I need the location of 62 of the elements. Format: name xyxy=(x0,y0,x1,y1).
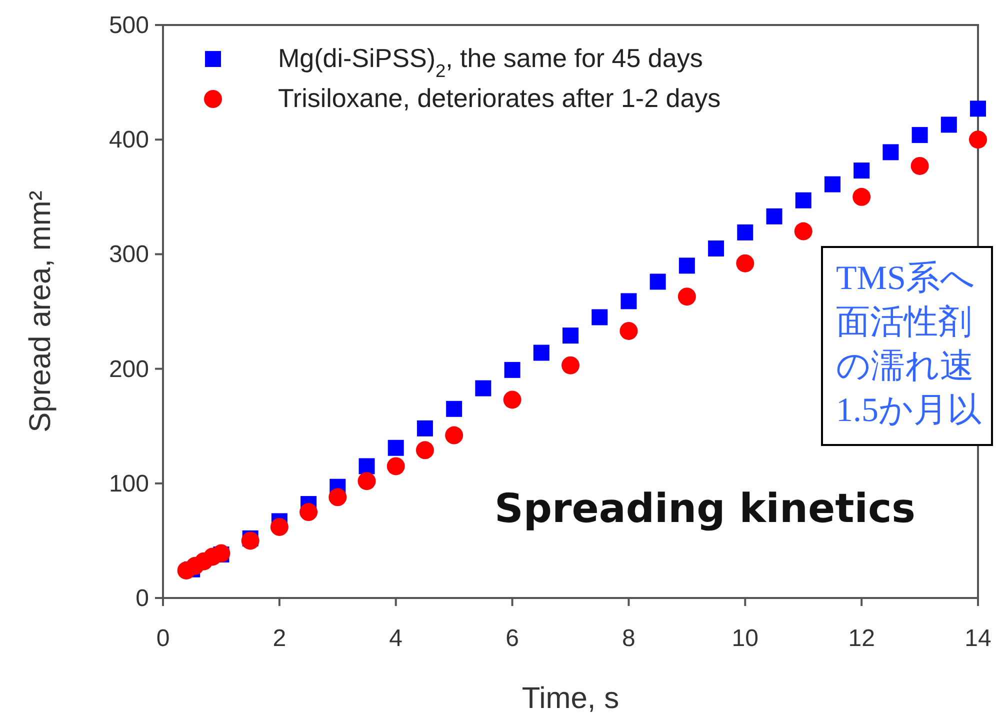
annotation: 1.5か月以 xyxy=(836,392,982,429)
legend-label: Trisiloxane, deteriorates after 1-2 days xyxy=(278,83,721,113)
point xyxy=(620,293,637,310)
point xyxy=(970,100,986,117)
point xyxy=(562,356,580,374)
legend-label: Mg(di-SiPSS)$_{2}$, the same for 45 days xyxy=(278,43,703,81)
point xyxy=(737,224,754,240)
point xyxy=(386,457,405,476)
point xyxy=(910,156,929,175)
point xyxy=(766,208,782,224)
y-axis-title: Spread area, mm² xyxy=(24,190,57,432)
point xyxy=(795,192,812,208)
point xyxy=(912,127,928,144)
point xyxy=(533,344,550,361)
point xyxy=(300,503,318,522)
annotation: の濡れ速 xyxy=(836,348,974,385)
point xyxy=(678,258,695,274)
y-tick-label: 0 xyxy=(136,585,149,612)
x-tick-label: 4 xyxy=(389,625,403,652)
point xyxy=(882,144,899,160)
point xyxy=(503,390,522,409)
x-tick-label: 0 xyxy=(156,625,170,652)
x-tick-label: 2 xyxy=(272,625,286,652)
point xyxy=(678,288,696,306)
point xyxy=(446,400,462,417)
point xyxy=(475,380,492,396)
y-tick-label: 300 xyxy=(108,241,149,268)
point xyxy=(388,440,404,456)
x-tick-label: 8 xyxy=(622,625,636,652)
point xyxy=(504,362,520,378)
x-tick-label: 12 xyxy=(848,625,875,652)
y-tick-label: 500 xyxy=(108,12,149,39)
point xyxy=(416,420,433,436)
x-tick-label: 14 xyxy=(964,625,992,652)
point xyxy=(270,518,288,536)
point xyxy=(854,162,870,179)
point xyxy=(650,274,666,290)
point xyxy=(620,322,638,340)
point xyxy=(736,254,754,272)
annotation: 面活性剤 xyxy=(836,304,972,341)
x-tick-label: 10 xyxy=(732,625,758,652)
point xyxy=(794,222,812,240)
y-tick-label: 200 xyxy=(108,356,149,383)
point xyxy=(708,240,724,256)
annotation: TMS系へ xyxy=(836,260,975,297)
point xyxy=(940,116,957,133)
y-tick-label: 100 xyxy=(108,470,149,498)
point xyxy=(824,176,840,192)
x-axis-title: Time, s xyxy=(522,682,620,715)
point xyxy=(969,130,987,149)
point xyxy=(358,472,376,490)
y-tick-label: 400 xyxy=(108,126,149,154)
point xyxy=(358,458,375,474)
point xyxy=(445,426,464,444)
point xyxy=(852,188,871,206)
x-tick-label: 6 xyxy=(506,625,519,652)
point xyxy=(241,532,260,550)
point xyxy=(592,309,608,326)
point xyxy=(328,488,347,506)
point xyxy=(562,328,578,344)
point xyxy=(416,441,434,460)
annotation: Spreading kinetics xyxy=(494,486,916,532)
